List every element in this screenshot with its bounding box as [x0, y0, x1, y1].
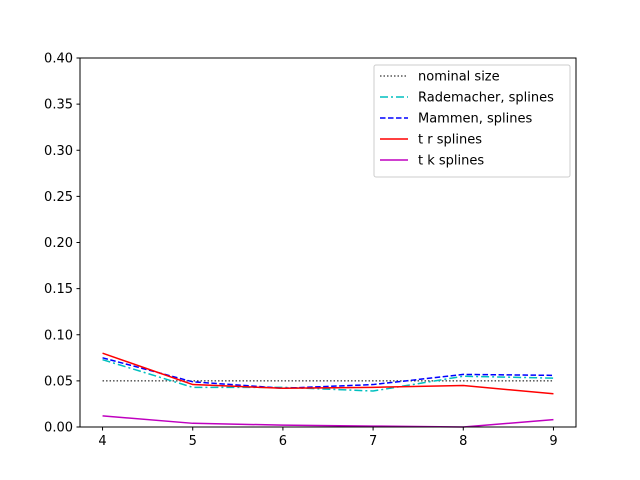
series-line-4 — [102, 415, 554, 428]
series-line-2 — [102, 357, 554, 390]
series-layer — [102, 352, 554, 428]
legend-label-3: t r splines — [418, 133, 482, 148]
y-tick-label: 0.30 — [44, 144, 73, 159]
legend-box — [373, 64, 571, 178]
x-tick-label: 5 — [189, 434, 197, 449]
series-line-3 — [102, 352, 554, 395]
x-axis: 4 5 6 7 8 9 — [98, 427, 558, 449]
legend: nominal size Rademacher, splines Mammen, s… — [373, 64, 571, 178]
y-tick-label: 0.00 — [44, 421, 73, 436]
legend-label-2: Mammen, splines — [418, 112, 532, 127]
legend-label-0: nominal size — [418, 70, 500, 85]
x-tick-label: 9 — [549, 434, 557, 449]
y-tick-label: 0.25 — [44, 190, 73, 205]
y-axis: 0.00 0.05 0.10 0.15 0.20 0.25 0.30 0.35 0.40 — [44, 52, 80, 436]
x-tick-label: 7 — [369, 434, 377, 449]
x-tick-label: 8 — [459, 434, 467, 449]
series-line-1 — [102, 358, 554, 392]
y-tick-label: 0.20 — [44, 236, 73, 251]
y-tick-label: 0.35 — [44, 98, 73, 113]
y-tick-label: 0.40 — [44, 52, 73, 67]
y-tick-label: 0.05 — [44, 374, 73, 389]
legend-label-4: t k splines — [418, 154, 484, 169]
y-tick-label: 0.15 — [44, 282, 73, 297]
legend-label-1: Rademacher, splines — [418, 91, 554, 106]
y-tick-label: 0.10 — [44, 328, 73, 343]
x-tick-label: 4 — [98, 434, 106, 449]
x-tick-label: 6 — [279, 434, 287, 449]
